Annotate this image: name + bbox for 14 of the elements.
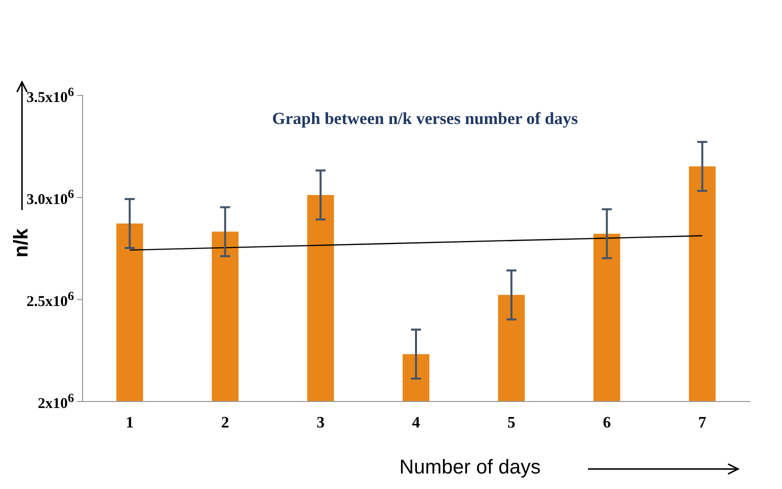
- x-tick-label: 5: [507, 414, 516, 432]
- y-tick-label: 2.5x10$^{6}$: [26, 288, 74, 311]
- y-axis-title: n/k: [10, 228, 34, 258]
- y-tick-label: 3.5x10$^{6}$: [26, 84, 74, 107]
- x-tick-label: 3: [316, 414, 325, 432]
- x-tick-label: 1: [126, 414, 134, 432]
- x-tick-label: 7: [698, 414, 706, 432]
- x-axis-title: Number of days: [399, 456, 541, 480]
- x-tick-label: 4: [412, 414, 420, 432]
- text: Graph between n/k verses number of days: [272, 109, 578, 128]
- x-tick-label: 6: [602, 414, 611, 432]
- y-tick-label: 2x10$^{6}$: [38, 390, 74, 413]
- x-tick-label: 2: [221, 414, 230, 432]
- y-tick-label: 3.0x10$^{6}$: [26, 186, 74, 209]
